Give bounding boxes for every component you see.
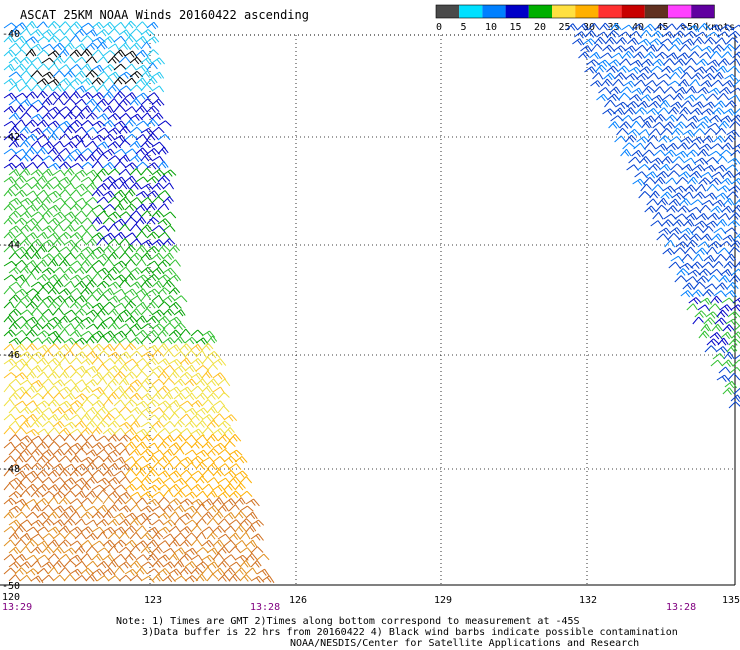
legend-swatch — [668, 5, 692, 18]
credit-line: NOAA/NESDIS/Center for Satellite Applica… — [290, 638, 640, 649]
wind-barbs-east-swath — [566, 22, 740, 409]
lat-label: -50 — [2, 581, 20, 592]
legend-tick: 20 — [534, 22, 546, 33]
legend-tick: 25 — [559, 22, 571, 33]
axis-labels: -40 -42 -44 -46 -48 -50 120 123 126 129 … — [2, 29, 740, 613]
page-title: ASCAT 25KM NOAA Winds 20160422 ascending — [20, 8, 309, 22]
legend-swatch — [644, 5, 668, 18]
legend-swatch — [575, 5, 599, 18]
legend-tick: 35 — [608, 22, 620, 33]
legend-swatch — [528, 5, 552, 18]
lat-label: -42 — [2, 132, 20, 143]
legend-tick: 15 — [510, 22, 522, 33]
time-label: 13:28 — [250, 602, 280, 613]
legend-tick: 30 — [583, 22, 595, 33]
lon-label: 129 — [434, 595, 452, 606]
time-label: 13:28 — [666, 602, 696, 613]
lon-label: 132 — [579, 595, 597, 606]
note-line-1: Note: 1) Times are GMT 2)Times along bot… — [116, 616, 580, 627]
lon-label: 135 — [722, 595, 740, 606]
lon-label: 126 — [289, 595, 307, 606]
legend-tick: 10 — [485, 22, 497, 33]
legend-swatch — [621, 5, 645, 18]
legend-swatch — [459, 5, 483, 18]
legend-swatch — [482, 5, 506, 18]
legend-swatch — [691, 5, 715, 18]
speed-legend: 0 5 10 15 20 25 30 35 40 45 >50 knots — [435, 4, 735, 33]
time-label: 13:29 — [2, 602, 32, 613]
legend-swatch — [505, 5, 529, 18]
legend-swatch — [552, 5, 576, 18]
legend-tick: 40 — [632, 22, 644, 33]
plot-frame — [0, 34, 736, 586]
lat-label: -44 — [2, 240, 20, 251]
note-line-2: 3)Data buffer is 22 hrs from 20160422 4)… — [142, 627, 678, 638]
lat-lon-grid — [0, 35, 735, 585]
lat-label: -46 — [2, 350, 20, 361]
lon-label: 120 — [2, 592, 20, 603]
legend-tick: 5 — [461, 22, 467, 33]
legend-tick: 45 — [657, 22, 669, 33]
lon-label: 123 — [144, 595, 162, 606]
lat-label: -40 — [2, 29, 20, 40]
legend-tick: 0 — [436, 22, 442, 33]
lat-label: -48 — [2, 464, 20, 475]
legend-swatch — [436, 5, 460, 18]
legend-swatch — [598, 5, 622, 18]
wind-barbs-west-swath — [3, 20, 275, 584]
